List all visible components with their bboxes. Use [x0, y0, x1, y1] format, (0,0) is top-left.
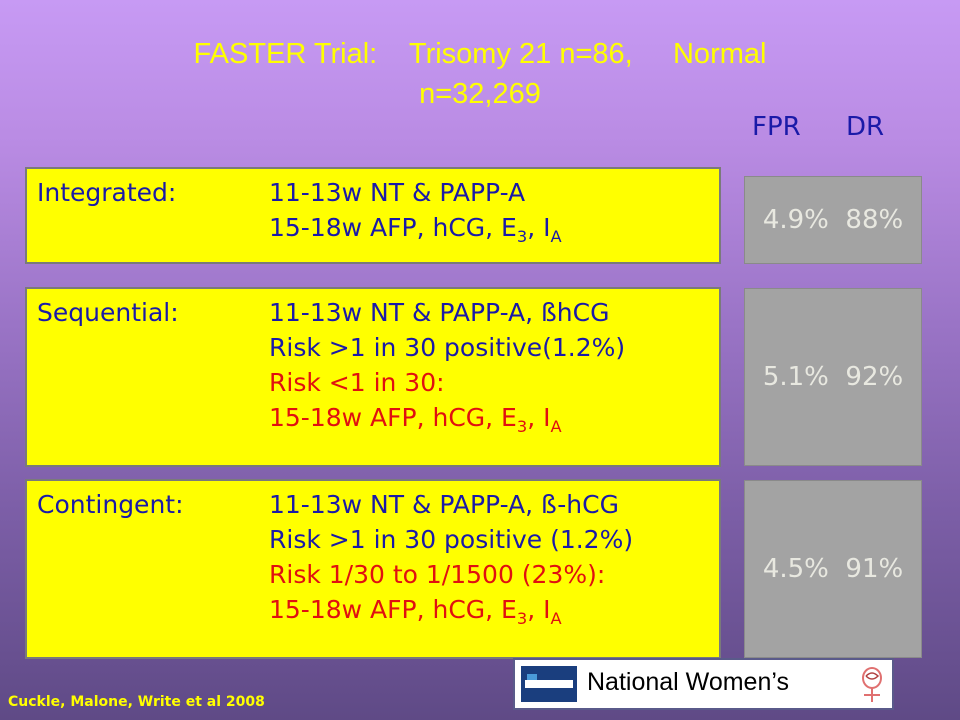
- integrated-label: Integrated:: [37, 178, 177, 207]
- auckland-logo-icon: [521, 666, 577, 702]
- sequential-result-text: 5.1% 92%: [762, 362, 904, 392]
- integrated-result: 4.9% 88%: [744, 176, 922, 264]
- contingent-line-3: Risk 1/30 to 1/1500 (23%):: [269, 560, 606, 589]
- contingent-result-text: 4.5% 91%: [762, 554, 904, 584]
- integrated-result-text: 4.9% 88%: [762, 205, 904, 235]
- sequential-lines: 11-13w NT & PAPP-A, ßhCG Risk >1 in 30 p…: [269, 295, 625, 435]
- contingent-label: Contingent:: [37, 490, 184, 519]
- contingent-line-1: 11-13w NT & PAPP-A, ß-hCG: [269, 490, 619, 519]
- slide-title: FASTER Trial: Trisomy 21 n=86, Normal n=…: [140, 34, 820, 114]
- national-womens-logo: National Women’s: [513, 658, 894, 710]
- sequential-result: 5.1% 92%: [744, 288, 922, 466]
- contingent-result: 4.5% 91%: [744, 480, 922, 658]
- contingent-line-4: 15-18w AFP, hCG, E3, IA: [269, 595, 562, 628]
- integrated-line-1: 11-13w NT & PAPP-A: [269, 178, 526, 207]
- dr-header: DR: [846, 112, 885, 142]
- fpr-header: FPR: [752, 112, 801, 142]
- sequential-label: Sequential:: [37, 298, 179, 327]
- integrated-box: Integrated: 11-13w NT & PAPP-A 15-18w AF…: [25, 167, 721, 264]
- womens-symbol-icon: [855, 664, 889, 710]
- integrated-line-2: 15-18w AFP, hCG, E3, IA: [269, 213, 562, 246]
- integrated-lines: 11-13w NT & PAPP-A 15-18w AFP, hCG, E3, …: [269, 175, 562, 245]
- title-line-1: FASTER Trial: Trisomy 21 n=86, Normal: [193, 38, 767, 70]
- sequential-line-3: Risk <1 in 30:: [269, 368, 445, 397]
- citation: Cuckle, Malone, Write et al 2008: [8, 694, 265, 710]
- sequential-line-1: 11-13w NT & PAPP-A, ßhCG: [269, 298, 610, 327]
- sequential-box: Sequential: 11-13w NT & PAPP-A, ßhCG Ris…: [25, 287, 721, 467]
- contingent-box: Contingent: 11-13w NT & PAPP-A, ß-hCG Ri…: [25, 479, 721, 659]
- contingent-lines: 11-13w NT & PAPP-A, ß-hCG Risk >1 in 30 …: [269, 487, 633, 627]
- contingent-line-2: Risk >1 in 30 positive (1.2%): [269, 525, 634, 554]
- title-line-2: n=32,269: [419, 78, 541, 110]
- sequential-line-4: 15-18w AFP, hCG, E3, IA: [269, 403, 562, 436]
- sequential-line-2: Risk >1 in 30 positive(1.2%): [269, 333, 626, 362]
- logo-text: National Women’s: [587, 668, 789, 696]
